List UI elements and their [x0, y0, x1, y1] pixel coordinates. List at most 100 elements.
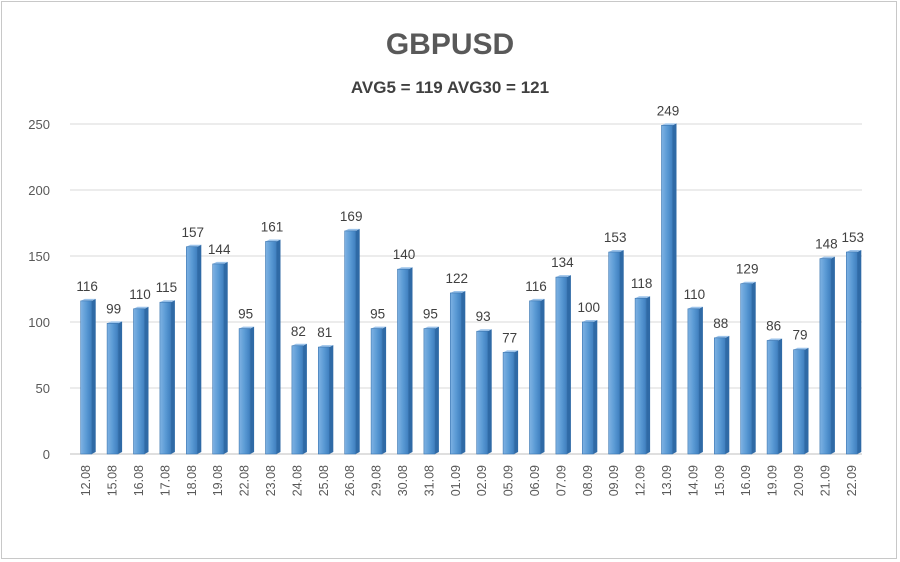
bar-side — [382, 326, 387, 454]
bar — [555, 276, 568, 455]
bar — [397, 268, 409, 455]
x-tick-label: 12.08 — [79, 465, 93, 496]
bar — [529, 300, 541, 455]
bar-side — [778, 338, 783, 454]
bar — [133, 308, 145, 455]
bar — [819, 258, 832, 455]
bar-side — [461, 290, 466, 454]
data-label: 115 — [156, 280, 178, 295]
bar-top — [582, 320, 598, 322]
bar-side — [250, 326, 255, 454]
bar-side — [751, 281, 756, 454]
x-tick-label: 26.08 — [343, 465, 357, 496]
x-tick-label: 16.08 — [132, 465, 146, 496]
bar — [661, 125, 673, 455]
data-label: 81 — [317, 325, 332, 340]
data-label: 79 — [792, 328, 807, 343]
bar-top — [767, 338, 783, 341]
bar-top — [846, 250, 862, 253]
bar-side — [91, 298, 96, 454]
bar-side — [144, 306, 149, 454]
bar-top — [397, 267, 413, 270]
bar-top — [793, 347, 809, 350]
x-tick-label: 21.09 — [818, 465, 832, 496]
bar — [238, 328, 251, 455]
bar-top — [212, 261, 228, 264]
bar — [159, 301, 172, 455]
bar-side — [619, 250, 624, 454]
y-tick-label: 200 — [28, 183, 50, 198]
x-tick-label: 06.09 — [528, 465, 542, 496]
bar — [449, 292, 462, 455]
bar-side — [329, 345, 334, 454]
y-tick-label: 150 — [28, 249, 50, 264]
bar-top — [819, 256, 835, 259]
x-tick-label: 19.09 — [766, 465, 780, 496]
data-label: 144 — [208, 242, 231, 257]
x-tick-label: 29.08 — [370, 465, 384, 496]
bar-top — [107, 321, 123, 324]
bar-side — [118, 321, 123, 454]
bar-top — [318, 345, 334, 348]
bar — [476, 330, 489, 455]
x-tick-label: 12.09 — [634, 465, 648, 496]
bar — [502, 352, 515, 455]
data-label: 134 — [551, 255, 574, 270]
data-label: 95 — [423, 307, 438, 322]
data-label: 122 — [446, 271, 469, 286]
bar-top — [80, 298, 96, 301]
data-label: 116 — [76, 279, 98, 294]
x-tick-label: 16.09 — [739, 465, 753, 496]
bar-side — [408, 267, 413, 454]
x-tick-label: 02.09 — [475, 465, 489, 496]
bar-top — [450, 290, 466, 293]
data-label: 86 — [766, 318, 781, 333]
data-label: 148 — [815, 237, 838, 252]
bar-top — [714, 335, 730, 338]
data-label: 169 — [340, 209, 363, 224]
data-label: 110 — [684, 287, 706, 302]
x-tick-label: 20.09 — [792, 465, 806, 496]
data-label: 100 — [578, 300, 601, 315]
x-tick-label: 22.08 — [238, 465, 252, 496]
data-label: 110 — [129, 287, 151, 302]
bar-side — [223, 261, 228, 454]
bar — [423, 328, 436, 455]
x-tick-label: 31.08 — [422, 465, 436, 496]
data-label: 88 — [713, 316, 728, 331]
bar-top — [186, 244, 202, 247]
bar-side — [302, 343, 307, 454]
x-tick-label: 23.08 — [264, 465, 278, 496]
data-label: 118 — [631, 276, 653, 291]
bar-top — [159, 300, 175, 303]
x-tick-label: 01.09 — [449, 465, 463, 496]
x-tick-label: 22.09 — [845, 465, 859, 496]
bar-side — [593, 320, 598, 454]
bar-top — [529, 298, 545, 301]
data-label: 82 — [291, 324, 306, 339]
bar — [845, 251, 858, 455]
x-tick-label: 24.08 — [290, 465, 304, 496]
bar-top — [555, 275, 571, 278]
bar-side — [487, 329, 492, 454]
data-label: 116 — [525, 279, 547, 294]
bar-top — [476, 329, 492, 332]
bar — [265, 241, 277, 455]
bar-top — [265, 239, 281, 242]
bar — [344, 230, 357, 455]
data-label: 95 — [370, 307, 385, 322]
bar-side — [540, 298, 545, 454]
x-tick-label: 18.08 — [185, 465, 199, 496]
y-tick-label: 250 — [28, 117, 50, 132]
x-tick-label: 07.09 — [554, 465, 568, 496]
data-label: 99 — [106, 301, 121, 316]
bar-side — [698, 306, 703, 454]
bar-side — [672, 123, 677, 454]
bar — [634, 297, 647, 455]
data-label: 153 — [842, 230, 865, 245]
x-tick-label: 25.08 — [317, 465, 331, 496]
data-label: 77 — [502, 330, 517, 345]
x-tick-label: 09.09 — [607, 465, 621, 496]
data-label: 129 — [736, 262, 759, 277]
